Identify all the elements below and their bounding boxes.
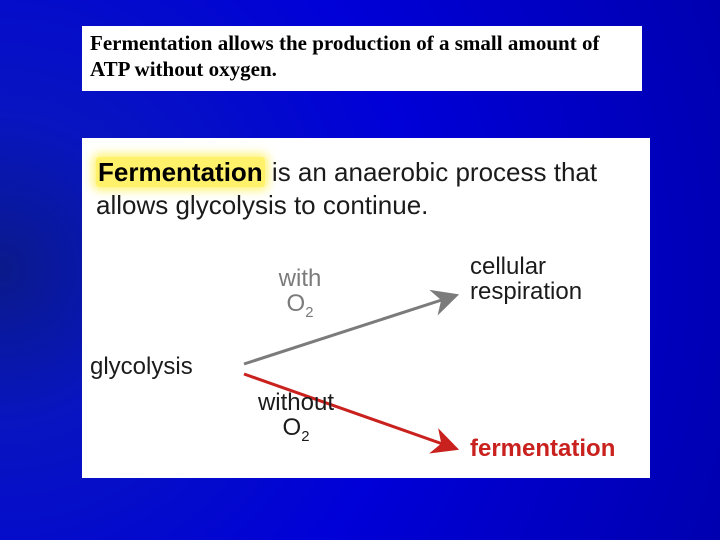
slide-title: Fermentation allows the production of a … <box>82 26 642 91</box>
without-o2-word: without <box>258 389 334 416</box>
label-fermentation: fermentation <box>470 436 615 461</box>
pathway-diagram <box>82 138 650 478</box>
with-o2-sub: 2 <box>305 305 313 321</box>
label-cellular-respiration: cellular respiration <box>470 254 610 304</box>
label-glycolysis: glycolysis <box>90 354 193 379</box>
without-o2-sub: 2 <box>301 429 309 445</box>
label-with-o2: with O2 <box>260 266 340 322</box>
with-o2-o: O <box>287 290 306 317</box>
without-o2-o: O <box>283 414 302 441</box>
content-panel: Fermentation is an anaerobic process tha… <box>82 138 650 478</box>
label-without-o2: without O2 <box>246 390 346 446</box>
cellular-line1: cellular <box>470 253 546 280</box>
cellular-line2: respiration <box>470 278 582 305</box>
with-o2-word: with <box>279 265 322 292</box>
